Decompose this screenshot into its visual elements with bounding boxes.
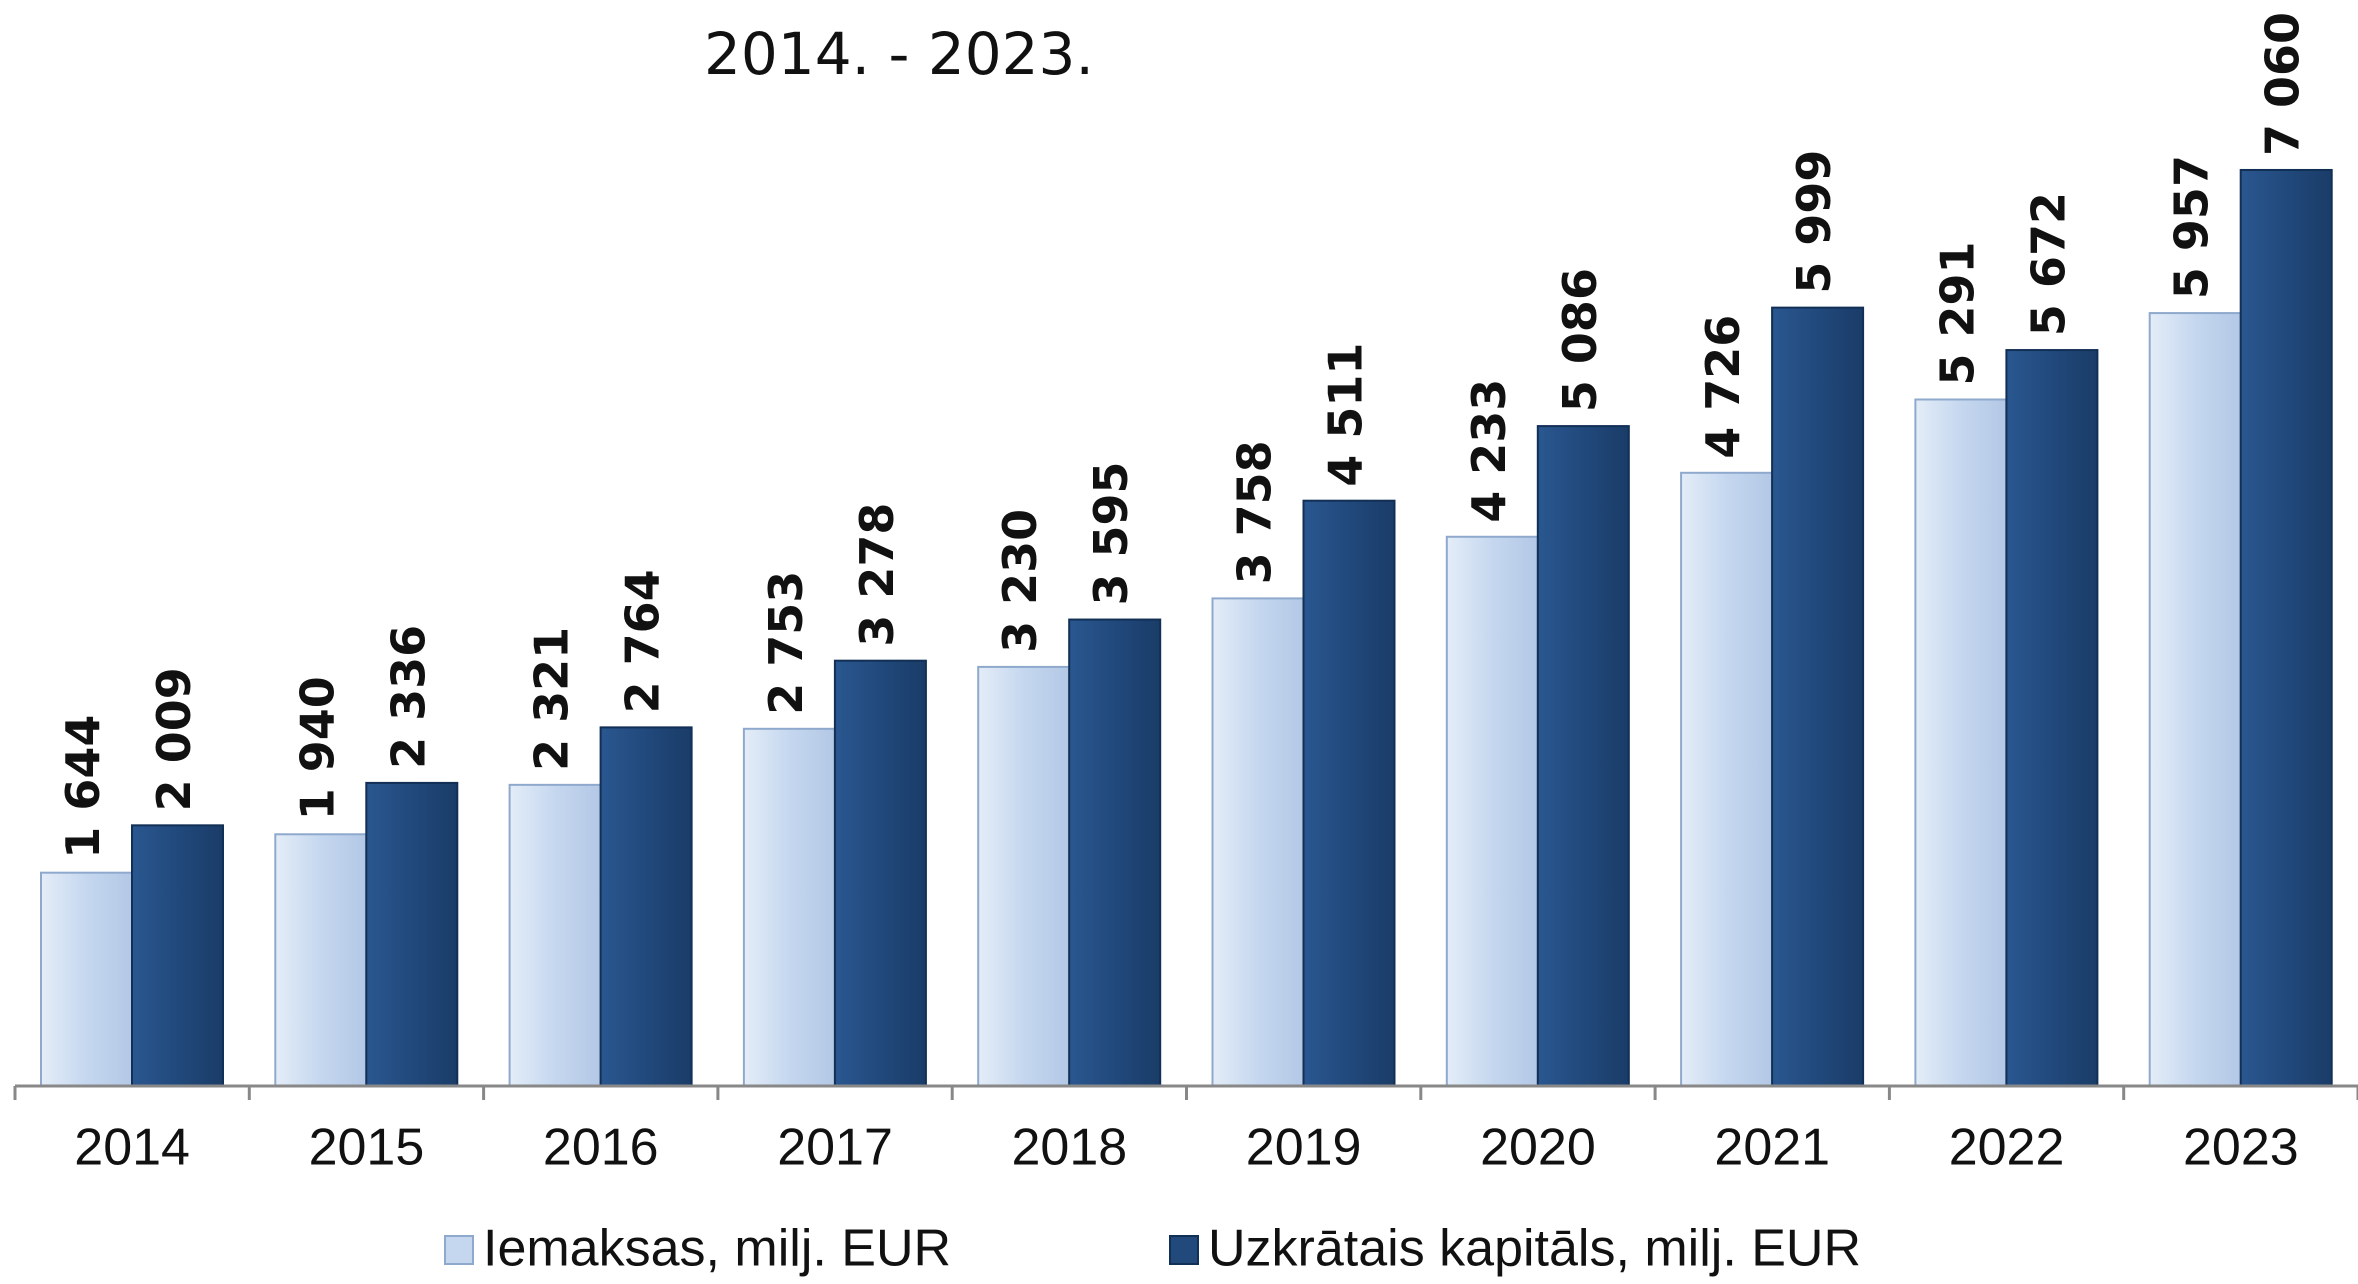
chart-subtitle: 2014. - 2023. [704, 20, 1094, 88]
bar [40, 871, 133, 1087]
bar [1914, 398, 2008, 1087]
x-tick-label: 2016 [543, 1119, 659, 1177]
value-label: 1 644 [56, 715, 110, 859]
bar [1068, 618, 1162, 1088]
value-label: 2 753 [759, 571, 813, 715]
bar [1536, 425, 1630, 1087]
bar [833, 659, 927, 1087]
bar [2148, 312, 2242, 1088]
value-label: 3 278 [850, 503, 904, 647]
x-tick-label: 2019 [1246, 1119, 1362, 1177]
bar [1302, 499, 1396, 1087]
value-label: 5 999 [1787, 150, 1841, 294]
legend-marker [444, 1235, 474, 1265]
value-label: 2 764 [616, 569, 670, 713]
value-label: 4 233 [1462, 379, 1516, 523]
bar [1445, 535, 1539, 1087]
bar [1680, 471, 1774, 1087]
value-label: 5 957 [2165, 155, 2219, 299]
value-label: 3 230 [993, 509, 1047, 653]
bar [508, 783, 602, 1087]
value-label: 7 060 [2256, 12, 2310, 156]
x-tick-label: 2020 [1480, 1119, 1596, 1177]
value-label: 3 758 [1228, 440, 1282, 584]
value-label: 4 726 [1696, 315, 1750, 459]
legend-label: Uzkrātais kapitāls, milj. EUR [1208, 1220, 1861, 1278]
value-label: 5 672 [2021, 192, 2075, 336]
bar [2239, 168, 2333, 1087]
x-tick-label: 2018 [1012, 1119, 1128, 1177]
bar [977, 665, 1071, 1087]
value-label: 5 291 [1930, 241, 1984, 385]
value-label: 2 009 [147, 667, 201, 811]
bar [274, 833, 368, 1087]
legend-marker [1169, 1235, 1199, 1265]
legend-label: Iemaksas, milj. EUR [483, 1220, 951, 1278]
value-label: 1 940 [290, 676, 344, 820]
x-tick-label: 2014 [74, 1119, 190, 1177]
value-label: 3 595 [1084, 462, 1138, 606]
bar [365, 781, 459, 1087]
value-label: 2 336 [381, 625, 435, 769]
x-tick-label: 2022 [1949, 1119, 2065, 1177]
bar [131, 824, 224, 1088]
value-label: 5 086 [1553, 268, 1607, 412]
bar [599, 726, 693, 1087]
value-label: 2 321 [525, 627, 579, 771]
x-tick-label: 2015 [309, 1119, 425, 1177]
bar [1211, 597, 1305, 1087]
bar [1771, 306, 1865, 1087]
x-tick-label: 2021 [1714, 1119, 1830, 1177]
bar [2005, 349, 2099, 1088]
x-tick-label: 2017 [777, 1119, 893, 1177]
bar [742, 727, 836, 1088]
x-tick-label: 2023 [2183, 1119, 2299, 1177]
value-label: 4 511 [1319, 343, 1373, 487]
